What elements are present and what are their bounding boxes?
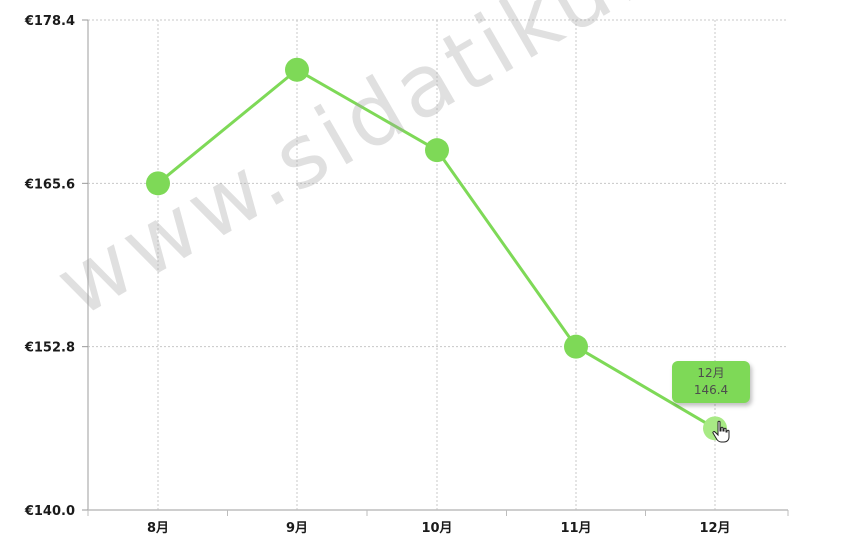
x-tick-label: 12月 [699, 521, 730, 536]
data-tooltip: 12月 146.4 [672, 361, 750, 404]
y-tick-label: €140.0 [24, 504, 75, 519]
y-tick-label: €152.8 [24, 341, 75, 356]
grid-lines [88, 19, 788, 510]
y-tick-label: €178.4 [24, 14, 75, 29]
data-point-10月[interactable] [425, 138, 449, 163]
data-point-9月[interactable] [285, 57, 309, 82]
x-tick-label: 9月 [286, 521, 308, 536]
x-tick-label: 10月 [421, 521, 452, 536]
tooltip-value: 146.4 [693, 383, 729, 398]
axes [87, 20, 788, 511]
series-price[interactable] [146, 57, 727, 441]
x-tick-label: 8月 [147, 521, 169, 536]
data-point-8月[interactable] [146, 171, 170, 196]
x-tick-label: 11月 [560, 521, 591, 536]
x-axis-ticks: 8月 9月 10月 11月 12月 [87, 510, 789, 536]
y-axis-ticks: €140.0 €152.8 €165.6 €178.4 [24, 14, 88, 519]
data-point-11月[interactable] [564, 334, 588, 359]
data-point-12月[interactable] [703, 416, 727, 441]
tooltip-category: 12月 [697, 366, 725, 381]
y-tick-label: €165.6 [24, 177, 75, 192]
